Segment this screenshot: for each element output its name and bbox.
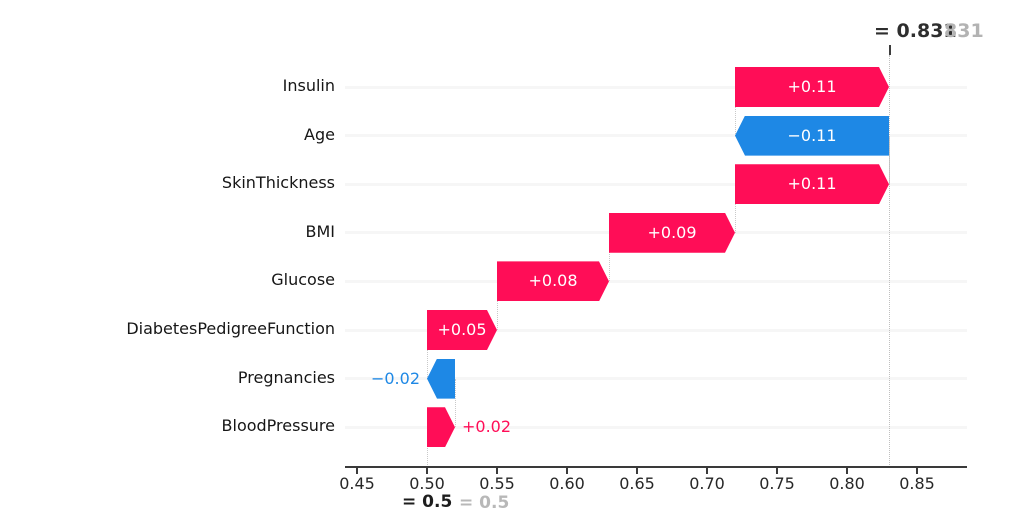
- fx-value-annotation-ghost: 831: [944, 20, 984, 42]
- feature-label-diabetespedigreefunction: DiabetesPedigreeFunction: [126, 319, 335, 338]
- x-tick: [426, 468, 428, 474]
- row-stripe: [345, 182, 967, 186]
- x-tick: [706, 468, 708, 474]
- base-value-annotation-ghost: = 0.5: [459, 493, 510, 513]
- bar-age: [735, 115, 889, 156]
- feature-label-glucose: Glucose: [271, 270, 335, 290]
- bar-insulin: [735, 67, 889, 107]
- x-tick-label: 0.85: [899, 474, 935, 493]
- bar-value-label: +0.11: [787, 174, 837, 194]
- feature-label-skinthickness: SkinThickness: [221, 173, 335, 193]
- x-tick-label: 0.75: [759, 474, 795, 493]
- row-stripe: [345, 134, 967, 138]
- junction-line: [735, 184, 736, 233]
- row-stripe: [345, 377, 967, 381]
- x-tick: [356, 468, 358, 474]
- bar-pregnancies: [427, 358, 455, 399]
- bar-value-label: +0.02: [462, 417, 512, 437]
- feature-label-age: Age: [304, 124, 335, 144]
- row-stripe: [345, 425, 967, 429]
- fx-value-annotation: = 0.831: [874, 20, 957, 42]
- x-tick-label: 0.80: [829, 474, 865, 493]
- x-tick: [636, 468, 638, 474]
- base-value-annotation: = 0.5: [402, 492, 453, 512]
- row-stripe: [345, 85, 967, 89]
- x-axis-line: [345, 466, 967, 468]
- x-tick-label: 0.70: [689, 474, 725, 493]
- bar-value-label: −0.11: [787, 125, 837, 145]
- bar-value-label: +0.11: [787, 77, 837, 96]
- x-tick: [496, 468, 498, 474]
- junction-line: [609, 232, 610, 282]
- bar-diabetespedigreefunction: [427, 310, 497, 350]
- bar-bloodpressure: [427, 407, 455, 447]
- junction-line: [497, 281, 498, 330]
- bar-skinthickness: [735, 164, 889, 204]
- junction-line: [455, 378, 456, 428]
- x-tick-label: 0.60: [549, 474, 585, 493]
- bar-glucose: [497, 261, 609, 301]
- row-stripe: [345, 279, 967, 283]
- feature-label-bloodpressure: BloodPressure: [221, 416, 335, 436]
- x-tick-label: 0.65: [619, 474, 655, 493]
- x-tick-label: 0.55: [479, 474, 515, 493]
- bar-value-label: +0.09: [647, 222, 697, 242]
- bar-value-label: −0.02: [370, 368, 420, 388]
- bar-value-label: +0.08: [528, 271, 578, 291]
- x-tick: [566, 468, 568, 474]
- fx-tick-mark: [889, 45, 891, 55]
- fx-value-line: [889, 55, 890, 467]
- feature-label-pregnancies: Pregnancies: [237, 367, 335, 387]
- x-tick: [916, 468, 918, 474]
- junction-line: [427, 330, 428, 379]
- x-tick-label: 0.50: [409, 474, 445, 493]
- junction-line: [735, 87, 736, 136]
- feature-label-insulin: Insulin: [282, 76, 335, 95]
- bar-value-label: +0.05: [437, 320, 487, 339]
- x-tick-label: 0.45: [339, 474, 375, 493]
- x-tick: [846, 468, 848, 474]
- x-tick: [776, 468, 778, 474]
- row-stripe: [345, 328, 967, 332]
- bar-bmi: [609, 213, 735, 253]
- feature-label-bmi: BMI: [305, 221, 336, 241]
